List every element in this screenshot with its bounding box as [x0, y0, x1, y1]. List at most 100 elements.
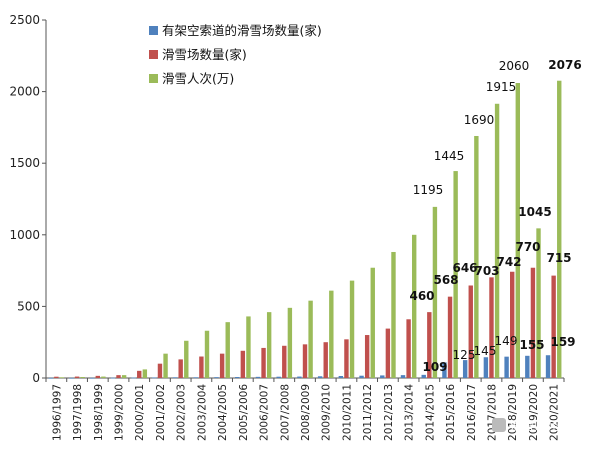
bar-series-3 [370, 267, 375, 378]
legend-swatch [149, 50, 158, 59]
bar-series-1 [48, 377, 53, 379]
bar-series-1 [359, 375, 364, 378]
bar-series-3 [184, 340, 189, 378]
legend-swatch [149, 26, 158, 35]
bar-series-1 [276, 376, 281, 378]
bar-series-2 [385, 328, 391, 378]
data-label: 2076 [548, 58, 581, 72]
bar-series-1 [317, 376, 323, 378]
watermark-icon [492, 418, 506, 432]
data-label: 155 [519, 338, 544, 352]
bar-series-1 [380, 375, 385, 378]
bar-series-2 [551, 275, 556, 378]
x-tick-label: 2010/2011 [341, 384, 353, 441]
bar-series-3 [474, 135, 479, 378]
bar-series-2 [530, 267, 536, 378]
bar-series-1 [172, 377, 178, 379]
bar-series-1 [214, 377, 219, 378]
data-label: 109 [422, 360, 447, 374]
bar-series-2 [364, 335, 370, 378]
data-label: 1045 [518, 205, 551, 219]
bar-series-3 [391, 251, 396, 378]
bar-series-3 [515, 83, 520, 379]
y-tick-label: 1000 [9, 228, 40, 242]
x-tick-label: 1999/2000 [114, 384, 126, 441]
y-tick-label: 2000 [9, 85, 40, 99]
bar-series-2 [54, 376, 59, 378]
x-tick-label: 2008/2009 [300, 384, 312, 441]
bar-series-3 [121, 375, 127, 378]
data-label: 1915 [486, 80, 517, 94]
legend-label: 有架空索道的滑雪场数量(家) [162, 23, 322, 38]
bar-series-2 [302, 344, 308, 378]
bar-series-1 [462, 360, 468, 378]
x-tick-label: 1997/1998 [72, 384, 84, 441]
bar-series-2 [489, 277, 494, 378]
bar-series-1 [442, 362, 447, 378]
watermark: 滑雪财经 [492, 418, 558, 433]
bar-series-3 [287, 307, 293, 378]
bar-series-1 [525, 355, 530, 378]
x-axis: 1996/1997 1997/1998 1998/1999 1999/2000 2000… [45, 377, 565, 441]
x-tick-label: 2012/2013 [383, 384, 395, 441]
bar-series-1 [545, 355, 551, 378]
bar-series-2 [219, 353, 225, 378]
x-tick-label: 2002/2003 [176, 384, 188, 441]
bar-series-3 [308, 300, 313, 378]
bar-series-2 [157, 363, 163, 378]
data-label: 149 [495, 334, 518, 348]
bar-series-3 [142, 369, 148, 378]
data-label: 742 [496, 255, 521, 269]
legend-swatch [149, 74, 158, 83]
x-tick-label: 2020/2021 [549, 384, 561, 441]
bar-series-3 [412, 234, 417, 378]
bar-series-3 [246, 316, 251, 378]
bar-series-1 [483, 357, 489, 378]
x-tick-label: 2015/2016 [445, 384, 457, 441]
bar-series-2 [406, 319, 411, 378]
data-label: 715 [546, 251, 571, 265]
bar-series-2 [261, 347, 266, 378]
x-tick-label: 2009/2010 [321, 384, 333, 441]
bar-series-2 [199, 356, 204, 378]
data-label: 145 [474, 344, 497, 358]
bar-series-1 [338, 375, 344, 378]
x-tick-label: 2003/2004 [196, 384, 208, 441]
bar-series-1 [193, 377, 198, 379]
bar-series-1 [400, 375, 406, 378]
y-tick-label: 0 [32, 371, 40, 385]
bar-series-1 [421, 374, 426, 378]
bar-series-3 [329, 290, 334, 378]
bar-series-2 [95, 375, 100, 378]
bar-series-2 [282, 345, 287, 378]
bar-series-2 [510, 271, 515, 378]
data-label: 2060 [499, 59, 530, 73]
bar-series-1 [152, 377, 157, 379]
bar-series-2 [240, 350, 246, 378]
bar-series-2 [74, 376, 80, 378]
bar-series-3 [59, 377, 65, 379]
bar-series-1 [504, 356, 509, 378]
watermark-text: 滑雪财经 [510, 419, 558, 433]
bar-series-1 [90, 377, 95, 379]
bar-series-3 [536, 228, 541, 378]
bar-series-2 [447, 296, 453, 378]
data-label: 646 [452, 261, 477, 275]
bar-series-3 [225, 322, 230, 378]
x-tick-label: 1998/1999 [93, 384, 105, 441]
y-axis: 0 500 1000 1500 2000 2500 [9, 13, 47, 385]
x-tick-label: 2011/2012 [362, 384, 374, 441]
y-tick-label: 1500 [9, 156, 40, 170]
legend-label: 滑雪场数量(家) [162, 47, 247, 62]
bar-series-2 [323, 342, 328, 378]
data-label: 703 [474, 264, 499, 278]
bar-series-3 [453, 171, 458, 378]
legend-label: 滑雪人次(万) [162, 71, 234, 86]
y-tick-label: 2500 [9, 13, 40, 27]
bars [48, 80, 562, 379]
bar-series-2 [427, 312, 432, 378]
bar-series-1 [297, 376, 302, 378]
data-label: 1690 [464, 113, 495, 127]
bar-series-2 [116, 375, 121, 378]
data-label: 1445 [434, 149, 465, 163]
